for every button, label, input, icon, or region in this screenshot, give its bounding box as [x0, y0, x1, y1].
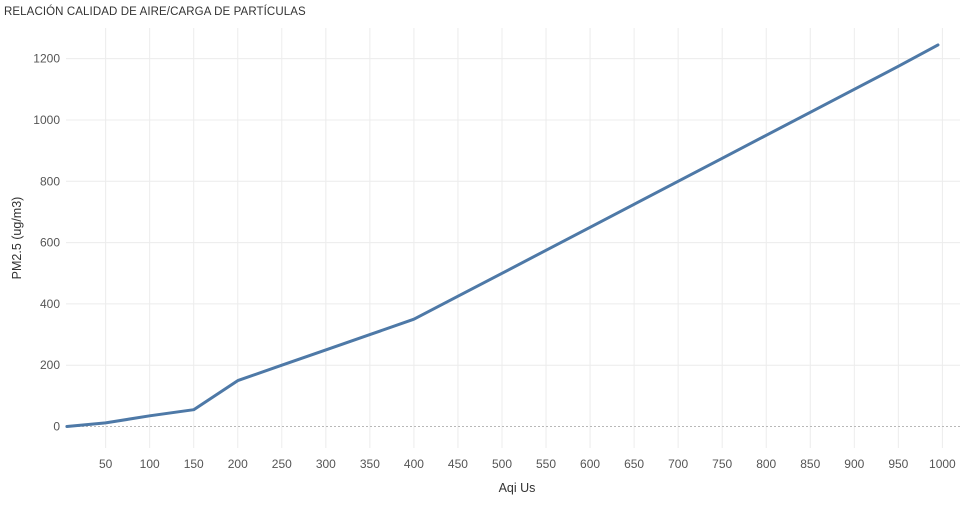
x-tick-label: 750 — [712, 457, 732, 471]
tick-layer: 50 100 150 200 250 300 350 400 450 500 550 600 650 70… — [33, 52, 956, 471]
y-tick-label: 800 — [40, 174, 60, 188]
x-tick-label: 150 — [184, 457, 204, 471]
y-tick-label: 1200 — [33, 52, 60, 66]
x-tick-label: 1000 — [929, 457, 956, 471]
x-tick-label: 450 — [448, 457, 468, 471]
x-tick-label: 950 — [888, 457, 908, 471]
x-tick-label: 200 — [228, 457, 248, 471]
y-tick-label: 0 — [53, 420, 60, 434]
x-tick-label: 400 — [404, 457, 424, 471]
x-tick-label: 100 — [140, 457, 160, 471]
series-layer — [65, 43, 940, 428]
y-tick-label: 1000 — [33, 113, 60, 127]
x-tick-label: 900 — [844, 457, 864, 471]
x-axis-title: Aqi Us — [499, 481, 536, 495]
y-tick-label: 400 — [40, 297, 60, 311]
chart-title: RELACIÓN CALIDAD DE AIRE/CARGA DE PARTÍC… — [4, 6, 306, 18]
x-tick-label: 600 — [580, 457, 600, 471]
y-tick-label: 200 — [40, 358, 60, 372]
y-tick-label: 600 — [40, 236, 60, 250]
series-line — [65, 43, 940, 428]
x-tick-label: 800 — [756, 457, 776, 471]
x-tick-label: 250 — [272, 457, 292, 471]
x-tick-label: 650 — [624, 457, 644, 471]
grid-layer — [66, 28, 960, 448]
x-tick-label: 850 — [800, 457, 820, 471]
x-tick-label: 700 — [668, 457, 688, 471]
x-tick-label: 500 — [492, 457, 512, 471]
x-tick-label: 550 — [536, 457, 556, 471]
y-axis-title: PM2.5 (ug/m3) — [10, 197, 24, 280]
x-tick-label: 50 — [99, 457, 113, 471]
x-tick-label: 350 — [360, 457, 380, 471]
x-tick-label: 300 — [316, 457, 336, 471]
